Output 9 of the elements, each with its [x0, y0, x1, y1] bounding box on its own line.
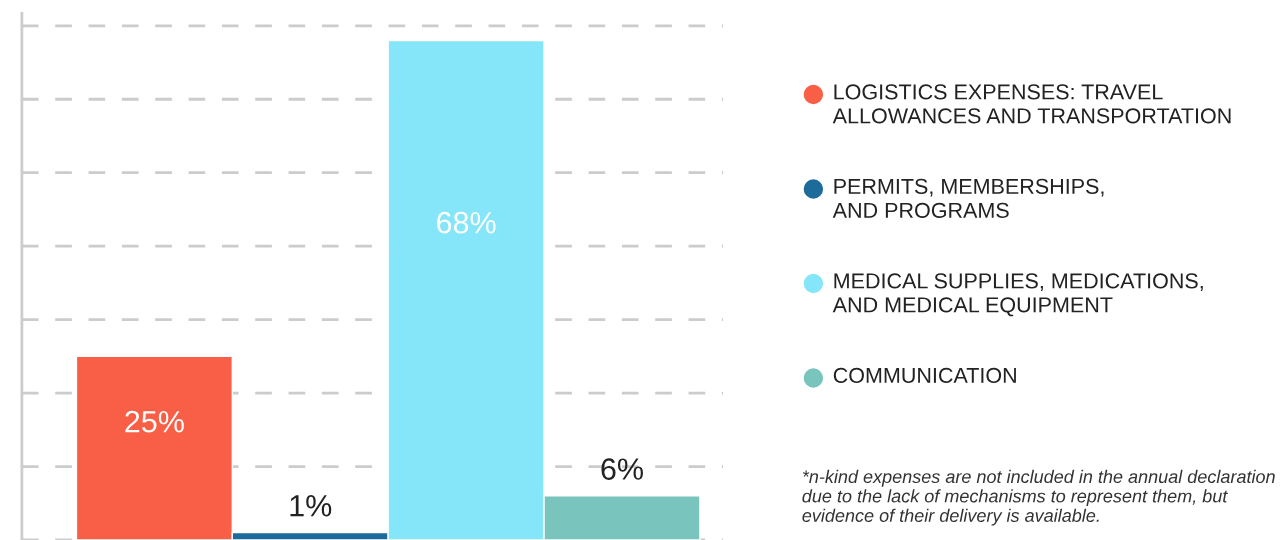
data-label: 6%: [601, 458, 643, 480]
text: *n-kind expenses are not included in the annual declaration due to the lack of mechanisms to represent them, but evidence of their delivery is available.: [802, 469, 1275, 526]
data-label: 68%: [437, 211, 496, 234]
text: COMMUNICATION: [833, 367, 1016, 384]
data-label: 1%: [290, 495, 332, 517]
text: PERMITS, MEMBERSHIPS, AND PROGRAMS: [832, 178, 1104, 218]
text: MEDICAL SUPPLIES, MEDICATIONS, AND MEDICAL EQUIPMENT: [832, 273, 1203, 317]
data-label: 25%: [125, 410, 184, 433]
text: LOGISTICS EXPENSES: TRAVEL ALLOWANCES AND TRANSPORTATION: [832, 84, 1231, 124]
